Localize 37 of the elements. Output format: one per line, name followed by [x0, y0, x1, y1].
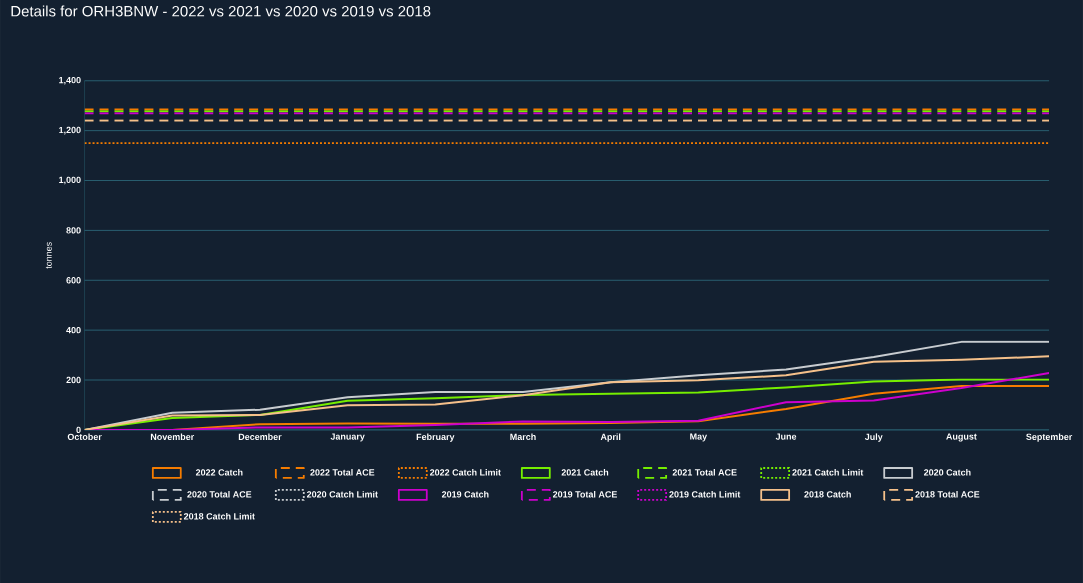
- legend-label: 2020 Catch: [923, 468, 971, 476]
- y-tick-label: 1,200: [59, 126, 81, 135]
- x-tick-label: February: [416, 433, 455, 442]
- x-tick-label: December: [238, 433, 282, 440]
- x-tick-label: September: [1026, 433, 1073, 442]
- y-tick-label: 800: [66, 226, 81, 234]
- legend-label: 2022 Catch: [195, 468, 243, 476]
- y-tick-label: 1,000: [59, 176, 81, 185]
- legend-label: 2018 Catch: [804, 490, 851, 498]
- x-tick-label: May: [690, 433, 708, 442]
- y-tick-label: 1,400: [59, 76, 81, 85]
- legend-label: 2021 Catch: [561, 468, 609, 476]
- legend-label: 2018 Catch Limit: [183, 512, 255, 520]
- y-tick-label: 200: [66, 376, 81, 383]
- legend-label: 2020 Catch Limit: [306, 490, 378, 498]
- legend-label: 2022 Catch Limit: [429, 468, 501, 476]
- x-tick-label: January: [330, 433, 365, 442]
- y-tick-label: 400: [66, 326, 81, 334]
- legend-label: 2019 Catch Limit: [669, 490, 741, 498]
- legend-label: 2022 Total ACE: [310, 468, 375, 476]
- x-tick-label: June: [775, 433, 797, 440]
- x-tick-label: October: [67, 433, 102, 440]
- y-axis-title: tonnes: [45, 241, 52, 269]
- legend-label: 2021 Total ACE: [672, 468, 737, 476]
- legend-label: 2019 Catch: [441, 490, 489, 498]
- legend-label: 2021 Catch Limit: [792, 468, 864, 476]
- legend-label: 2018 Total ACE: [915, 490, 980, 498]
- chart-title: Details for ORH3BNW - 2022 vs 2021 vs 2020 vs 2019 vs 2018: [11, 5, 431, 17]
- y-tick-label: 600: [66, 276, 81, 284]
- x-tick-label: November: [150, 433, 195, 440]
- x-tick-label: April: [600, 433, 621, 442]
- legend-label: 2019 Total ACE: [552, 490, 617, 498]
- x-tick-label: July: [864, 433, 883, 442]
- x-tick-label: March: [510, 433, 536, 440]
- legend-label: 2020 Total ACE: [187, 490, 252, 498]
- y-tick-label: 0: [76, 426, 81, 433]
- x-tick-label: August: [946, 433, 977, 442]
